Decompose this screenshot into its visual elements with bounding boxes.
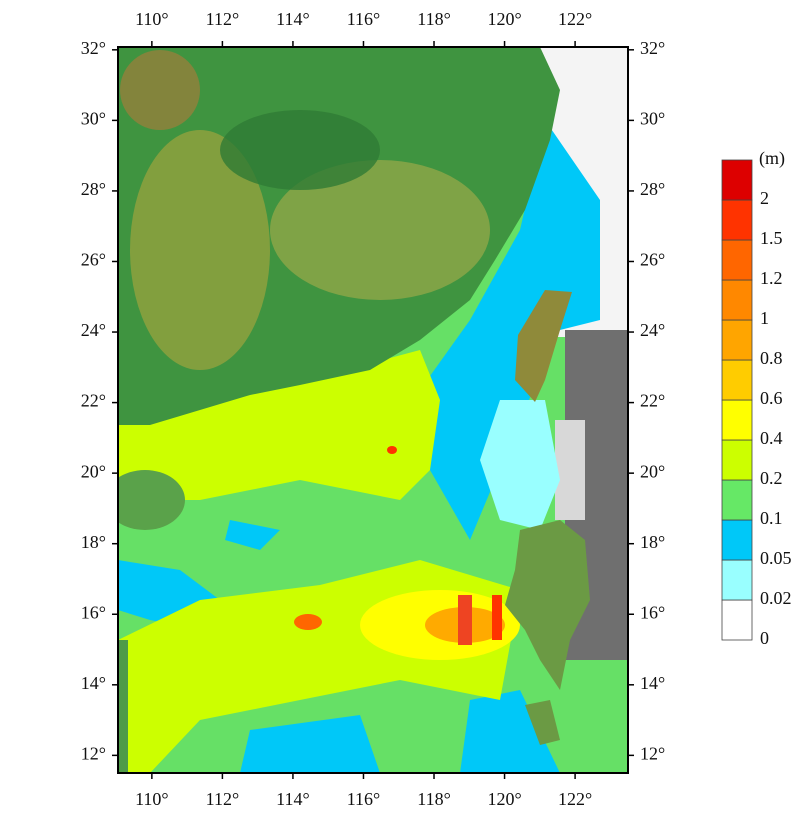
x-tick-label: 112°	[206, 789, 240, 809]
colorbar-label: 1	[760, 308, 769, 328]
y-tick-label: 16°	[81, 602, 106, 622]
y-tick-label: 14°	[81, 673, 106, 693]
y-tick-label: 12°	[640, 743, 665, 763]
colorbar-label: 0	[760, 628, 769, 648]
colorbar-label: 2	[760, 188, 769, 208]
x-tick-label: 110°	[135, 789, 169, 809]
x-tick-label: 118°	[417, 9, 451, 29]
map-frame	[117, 46, 629, 774]
y-tick-label: 26°	[640, 250, 665, 270]
colorbar-swatch	[721, 199, 753, 241]
colorbar-unit: (m)	[759, 148, 785, 169]
x-tick-label: 114°	[276, 9, 310, 29]
sea-orange	[294, 614, 322, 630]
sea-cyan	[460, 690, 560, 773]
y-tick-label: 32°	[640, 38, 665, 58]
colorbar-swatch	[721, 479, 753, 521]
colorbar-label: 0.8	[760, 348, 783, 368]
map-image	[118, 47, 628, 773]
y-tick-label: 20°	[640, 461, 665, 481]
colorbar-swatch	[721, 399, 753, 441]
x-tick-label: 122°	[558, 9, 592, 29]
sea-red	[458, 595, 472, 645]
colorbar-swatch	[721, 599, 753, 641]
colorbar-label: 0.02	[760, 588, 792, 608]
colorbar-swatch	[721, 239, 753, 281]
sea-cyan	[240, 715, 380, 773]
x-tick-label: 120°	[487, 789, 521, 809]
sea-white	[555, 420, 585, 520]
y-tick-label: 12°	[81, 743, 106, 763]
land	[525, 700, 560, 745]
land-relief	[270, 160, 490, 300]
x-tick-label: 112°	[206, 9, 240, 29]
x-tick-label: 120°	[487, 9, 521, 29]
y-tick-label: 16°	[640, 602, 665, 622]
y-tick-label: 26°	[81, 250, 106, 270]
colorbar-swatch	[721, 439, 753, 481]
land	[118, 640, 128, 773]
x-tick-label: 116°	[347, 789, 381, 809]
colorbar-swatch	[721, 319, 753, 361]
land	[515, 290, 572, 402]
y-tick-label: 28°	[81, 179, 106, 199]
x-tick-label: 122°	[558, 789, 592, 809]
y-tick-label: 28°	[640, 179, 665, 199]
sea-cyan	[225, 520, 280, 550]
land-relief	[130, 130, 270, 370]
colorbar-label: 0.2	[760, 468, 783, 488]
colorbar-label: 0.4	[760, 428, 783, 448]
y-tick-label: 24°	[81, 320, 106, 340]
y-tick-label: 22°	[640, 391, 665, 411]
colorbar-label: 0.6	[760, 388, 783, 408]
colorbar-label: 0.1	[760, 508, 783, 528]
colorbar-swatch	[721, 519, 753, 561]
land-relief	[120, 50, 200, 130]
colorbar-swatch	[721, 159, 753, 201]
y-tick-label: 24°	[640, 320, 665, 340]
sea-red	[492, 595, 502, 640]
y-tick-label: 18°	[81, 532, 106, 552]
colorbar-label: 0.05	[760, 548, 792, 568]
y-tick-label: 20°	[81, 461, 106, 481]
y-tick-label: 32°	[81, 38, 106, 58]
x-tick-label: 114°	[276, 789, 310, 809]
y-tick-label: 30°	[640, 109, 665, 129]
land	[118, 470, 185, 530]
colorbar-swatch	[721, 279, 753, 321]
colorbar-label: 1.5	[760, 228, 783, 248]
sea-cyan	[420, 120, 600, 540]
y-tick-label: 22°	[81, 391, 106, 411]
y-tick-label: 18°	[640, 532, 665, 552]
land	[505, 520, 590, 690]
colorbar-swatch	[721, 359, 753, 401]
colorbar-label: 1.2	[760, 268, 783, 288]
land-lowland	[220, 110, 380, 190]
colorbar-swatch	[721, 559, 753, 601]
sea-red	[387, 446, 397, 454]
x-tick-label: 116°	[347, 9, 381, 29]
y-tick-label: 14°	[640, 673, 665, 693]
x-tick-label: 118°	[417, 789, 451, 809]
sea-yellowgreen	[118, 350, 440, 500]
sea-pale	[480, 400, 560, 530]
y-tick-label: 30°	[81, 109, 106, 129]
x-tick-label: 110°	[135, 9, 169, 29]
